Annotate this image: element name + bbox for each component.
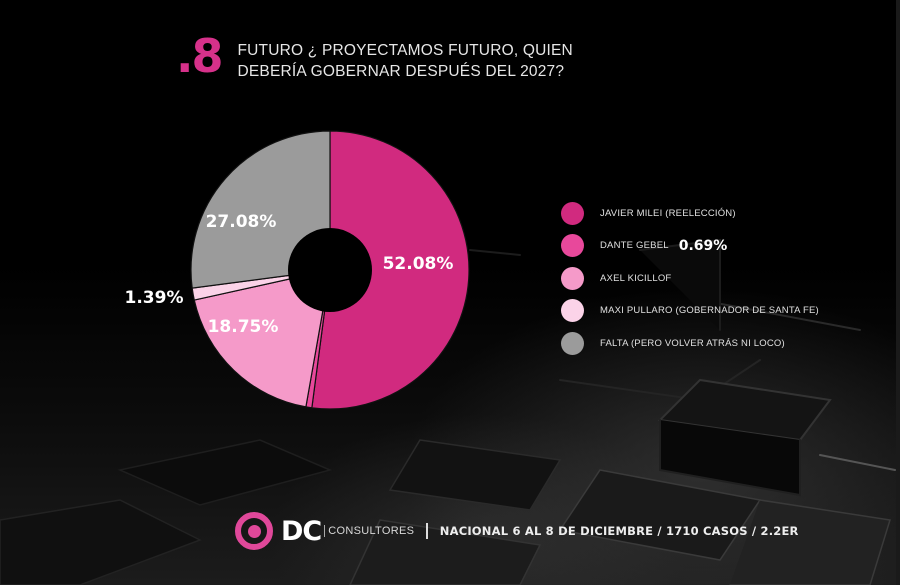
dc-logo-icon xyxy=(235,512,273,550)
legend-item-gebel: DANTE GEBEL 0.69% xyxy=(561,230,829,262)
slice-label-kicillof: 18.75% xyxy=(207,317,279,337)
slice-milei xyxy=(311,130,470,410)
legend-swatch-gebel xyxy=(561,234,584,257)
question-number: .8 xyxy=(176,29,224,83)
question-title: FUTURO ¿ PROYECTAMOS FUTURO, QUIEN DEBER… xyxy=(237,42,573,80)
legend-label: MAXI PULLARO (GOBERNADOR DE SANTA FE) xyxy=(600,305,819,316)
legend-item-milei: JAVIER MILEI (REELECCIÓN) xyxy=(561,197,829,229)
legend-swatch-milei xyxy=(561,201,584,225)
slice-label-pullaro: 1.39% xyxy=(124,288,184,308)
legend-label: AXEL KICILLOF xyxy=(600,272,672,284)
legend-label: FALTA (PERO VOLVER ATRÁS NI LOCO) xyxy=(600,337,785,349)
logo-dot xyxy=(247,524,261,538)
right-edge-strip xyxy=(896,0,900,585)
survey-details: NACIONAL 6 AL 8 DE DICIEMBRE / 1710 CASO… xyxy=(439,524,799,538)
legend-value: 0.69% xyxy=(678,237,728,254)
legend-item-pullaro: MAXI PULLARO (GOBERNADOR DE SANTA FE) xyxy=(561,295,829,327)
chart-legend: JAVIER MILEI (REELECCIÓN) DANTE GEBEL 0.… xyxy=(561,197,829,360)
donut-hole xyxy=(288,228,372,312)
slice-label-milei: 52.08% xyxy=(382,254,454,274)
legend-item-kicillof: AXEL KICILLOF xyxy=(561,262,829,294)
slice-kicillof xyxy=(193,269,331,408)
legend-label: DANTE GEBEL xyxy=(600,240,669,251)
footer: DC CONSULTORES NACIONAL 6 AL 8 DE DICIEM… xyxy=(235,512,799,550)
brand-subtitle: CONSULTORES xyxy=(324,525,414,537)
slide-header: .8 FUTURO ¿ PROYECTAMOS FUTURO, QUIEN DE… xyxy=(176,29,617,83)
legend-swatch-pullaro xyxy=(561,299,584,322)
legend-swatch-falta xyxy=(561,331,584,355)
legend-swatch-kicillof xyxy=(561,266,584,290)
brand-name: DC xyxy=(281,515,322,547)
legend-item-falta: FALTA (PERO VOLVER ATRÁS NI LOCO) xyxy=(561,327,829,359)
legend-label: JAVIER MILEI (REELECCIÓN) xyxy=(600,207,736,219)
footer-divider xyxy=(426,523,428,539)
slice-label-falta: 27.08% xyxy=(205,212,277,232)
